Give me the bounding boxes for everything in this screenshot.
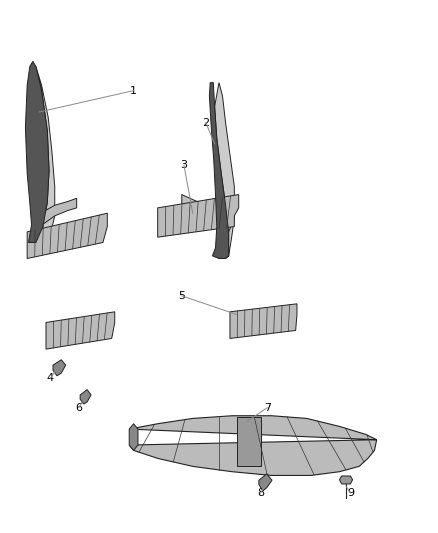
Polygon shape (339, 476, 353, 484)
Text: 3: 3 (180, 160, 187, 170)
Polygon shape (215, 83, 234, 259)
Polygon shape (237, 417, 261, 466)
Polygon shape (259, 474, 272, 491)
Polygon shape (36, 67, 55, 243)
Polygon shape (27, 213, 107, 259)
Polygon shape (230, 304, 297, 338)
Text: 4: 4 (47, 374, 54, 383)
Polygon shape (36, 198, 77, 229)
Text: 7: 7 (264, 403, 271, 413)
Polygon shape (158, 195, 239, 237)
Text: 2: 2 (202, 118, 209, 127)
Text: 8: 8 (257, 488, 264, 498)
Text: 5: 5 (178, 291, 185, 301)
Polygon shape (46, 312, 115, 349)
Polygon shape (209, 83, 229, 259)
Polygon shape (129, 416, 377, 475)
Polygon shape (129, 424, 138, 450)
Polygon shape (80, 390, 91, 404)
Polygon shape (182, 195, 234, 232)
Text: 6: 6 (75, 403, 82, 413)
Polygon shape (53, 360, 66, 376)
Polygon shape (25, 61, 49, 243)
Text: 9: 9 (347, 488, 354, 498)
Text: 1: 1 (130, 86, 137, 95)
